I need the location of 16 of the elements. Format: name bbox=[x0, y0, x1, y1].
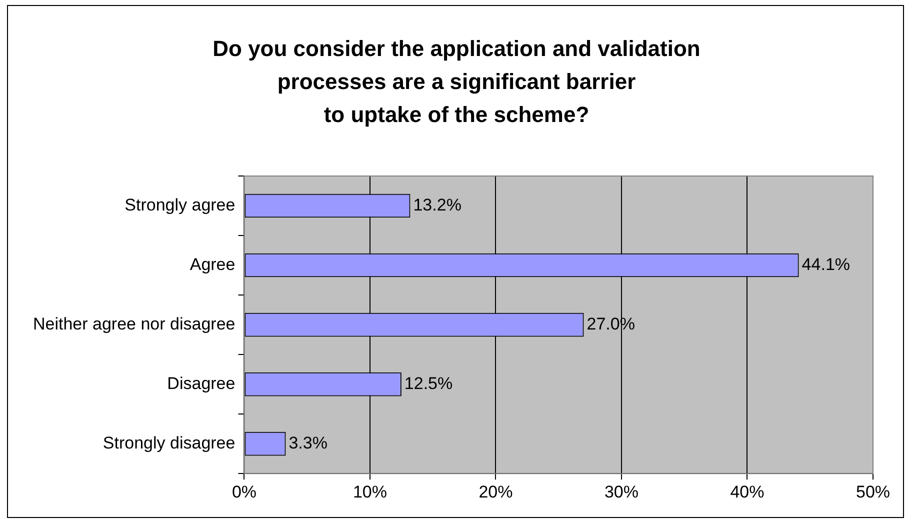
y-tick-label: Disagree bbox=[167, 374, 236, 394]
data-label: 13.2% bbox=[413, 195, 462, 214]
x-tick-label: 20% bbox=[478, 482, 513, 502]
x-tick-label: 10% bbox=[352, 482, 387, 502]
x-tick-label: 0% bbox=[232, 482, 257, 502]
data-label: 3.3% bbox=[288, 434, 328, 453]
y-tick-label: Strongly disagree bbox=[102, 434, 236, 453]
x-tick-label: 30% bbox=[604, 482, 639, 502]
data-label: 44.1% bbox=[802, 254, 850, 274]
x-tick-label: 40% bbox=[730, 482, 764, 502]
data-label: 12.5% bbox=[404, 374, 453, 394]
y-tick-label: Agree bbox=[190, 254, 236, 274]
chart-title: Do you consider the application and validation processes are a significant barrier to uptake of the scheme? bbox=[212, 35, 702, 129]
y-tick-label: Strongly agree bbox=[124, 195, 236, 214]
y-tick-label: Neither agree nor disagree bbox=[33, 314, 236, 334]
x-tick-label: 50% bbox=[856, 482, 890, 502]
